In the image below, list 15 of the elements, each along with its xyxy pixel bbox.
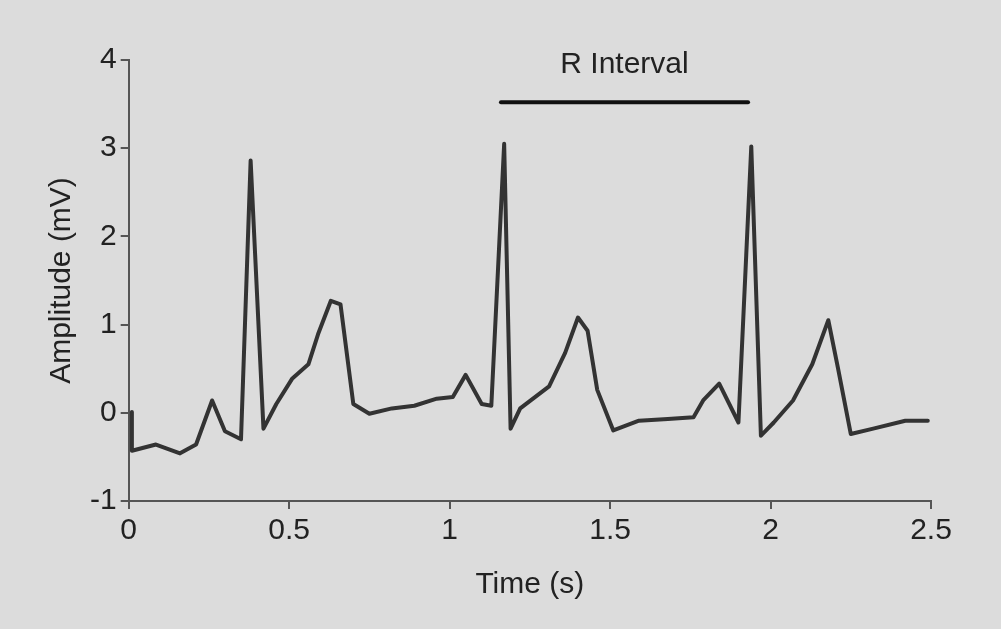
y-tick-label: 0 <box>99 394 117 428</box>
x-tick-label: 0.5 <box>268 512 310 546</box>
y-axis-title: Amplitude (mV) <box>43 177 77 384</box>
x-tick-label: 0 <box>120 512 138 546</box>
series-label: R Interval <box>560 45 689 79</box>
x-tick-label: 2.5 <box>910 512 952 546</box>
x-tick-label: 1 <box>441 512 458 546</box>
y-tick-label: 1 <box>99 305 117 339</box>
y-tick-label: 3 <box>99 129 117 163</box>
y-tick-label: 4 <box>99 41 117 75</box>
x-tick-label: 1.5 <box>589 512 631 546</box>
x-tick-label: 2 <box>762 512 779 546</box>
x-axis-title: Time (s) <box>475 566 585 600</box>
y-tick-label: -1 <box>89 482 117 516</box>
y-tick-label: 2 <box>99 217 117 251</box>
